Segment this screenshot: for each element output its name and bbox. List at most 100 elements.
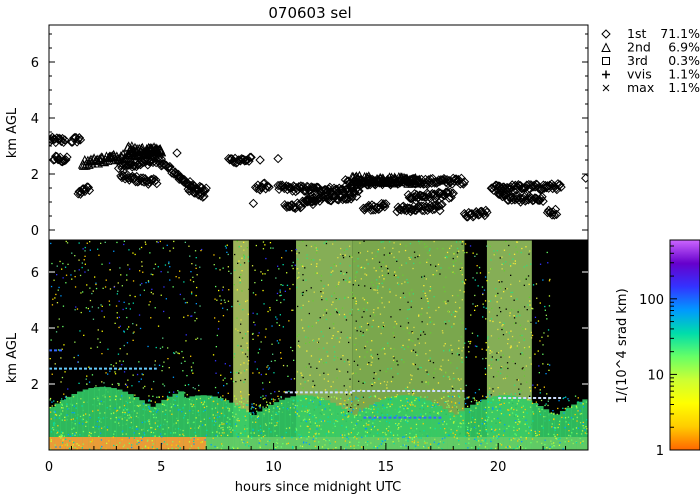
backscatter-pixel — [135, 324, 138, 326]
backscatter-pixel — [189, 410, 191, 412]
backscatter-pixel — [203, 401, 206, 403]
backscatter-pixel — [470, 429, 472, 431]
backscatter-pixel — [50, 242, 52, 245]
colorbar-tick-label: 10 — [647, 368, 664, 383]
backscatter-pixel — [95, 283, 97, 286]
backscatter-pixel — [528, 283, 530, 285]
backscatter-pixel — [552, 410, 554, 412]
backscatter-pixel — [451, 385, 453, 387]
backscatter-pixel — [388, 422, 391, 424]
backscatter-pixel — [344, 316, 346, 318]
backscatter-pixel — [312, 400, 314, 403]
backscatter-pixel — [388, 425, 390, 428]
backscatter-pixel — [354, 436, 356, 438]
backscatter-pixel — [403, 348, 405, 350]
legend-item: 1st 71.1% — [601, 26, 700, 41]
backscatter-pixel — [580, 413, 583, 415]
backscatter-pixel — [355, 396, 357, 398]
backscatter-pixel — [486, 442, 488, 445]
backscatter-pixel — [157, 266, 159, 268]
backscatter-pixel — [206, 405, 208, 408]
backscatter-pixel — [338, 370, 341, 372]
backscatter-pixel — [390, 380, 393, 383]
backscatter-pixel — [116, 409, 119, 412]
backscatter-pixel — [482, 440, 484, 442]
surface-band-column — [526, 400, 533, 450]
surface-layer-column — [194, 437, 202, 450]
backscatter-pixel — [282, 264, 284, 266]
backscatter-pixel — [541, 408, 543, 411]
backscatter-pixel — [74, 309, 76, 311]
backscatter-pixel — [82, 443, 84, 445]
backscatter-pixel — [168, 261, 170, 263]
backscatter-pixel — [212, 414, 214, 416]
backscatter-pixel — [276, 442, 279, 444]
backscatter-pixel — [179, 293, 181, 296]
backscatter-pixel — [76, 417, 78, 419]
backscatter-pixel — [465, 356, 468, 358]
backscatter-pixel — [229, 418, 231, 420]
backscatter-pixel — [466, 251, 468, 254]
backscatter-pixel — [79, 274, 82, 277]
backscatter-pixel — [392, 332, 394, 334]
backscatter-pixel — [432, 388, 434, 391]
x-tick-label: 20 — [490, 460, 507, 475]
backscatter-pixel — [427, 435, 429, 437]
backscatter-pixel — [503, 392, 505, 395]
backscatter-pixel — [508, 332, 510, 334]
backscatter-pixel — [206, 429, 208, 431]
backscatter-pixel — [74, 446, 76, 449]
backscatter-pixel — [332, 381, 334, 383]
backscatter-pixel — [294, 411, 297, 413]
backscatter-pixel — [105, 372, 107, 374]
backscatter-pixel — [118, 422, 120, 424]
backscatter-pixel — [136, 440, 138, 442]
backscatter-pixel — [488, 364, 490, 367]
backscatter-pixel — [445, 323, 447, 325]
backscatter-pixel — [466, 397, 468, 400]
y-tick-label: 6 — [31, 56, 39, 71]
backscatter-pixel — [502, 324, 504, 326]
backscatter-pixel — [332, 270, 334, 272]
backscatter-pixel — [571, 406, 573, 408]
backscatter-pixel — [221, 443, 223, 445]
backscatter-pixel — [496, 250, 498, 252]
backscatter-pixel — [314, 422, 316, 424]
backscatter-pixel — [535, 283, 538, 285]
backscatter-pixel — [393, 442, 395, 445]
backscatter-pixel — [554, 427, 557, 429]
backscatter-pixel — [509, 315, 511, 317]
backscatter-pixel — [425, 413, 427, 415]
backscatter-pixel — [172, 286, 174, 288]
backscatter-pixel — [396, 282, 399, 284]
backscatter-pixel — [336, 311, 338, 313]
surface-band-column — [105, 387, 112, 450]
backscatter-pixel — [456, 367, 458, 369]
backscatter-pixel — [247, 400, 249, 402]
backscatter-pixel — [62, 277, 64, 279]
backscatter-pixel — [490, 367, 492, 369]
backscatter-pixel — [237, 329, 239, 332]
backscatter-pixel — [63, 344, 65, 346]
backscatter-pixel — [320, 428, 322, 430]
surface-layer-column — [105, 437, 112, 450]
backscatter-pixel — [126, 409, 128, 411]
backscatter-pixel — [538, 431, 541, 433]
backscatter-pixel — [364, 381, 366, 384]
backscatter-pixel — [120, 274, 122, 276]
backscatter-pixel — [236, 289, 238, 291]
backscatter-pixel — [307, 410, 309, 412]
backscatter-pixel — [117, 382, 119, 385]
backscatter-pixel — [60, 413, 62, 415]
backscatter-pixel — [251, 436, 253, 438]
colorbar-tick-label: 100 — [639, 293, 664, 308]
backscatter-pixel — [301, 410, 303, 412]
backscatter-pixel — [113, 444, 115, 447]
backscatter-pixel — [271, 422, 273, 424]
backscatter-pixel — [575, 427, 578, 429]
backscatter-pixel — [325, 433, 328, 435]
backscatter-pixel — [435, 265, 437, 267]
backscatter-pixel — [267, 440, 269, 442]
backscatter-pixel — [326, 351, 328, 353]
